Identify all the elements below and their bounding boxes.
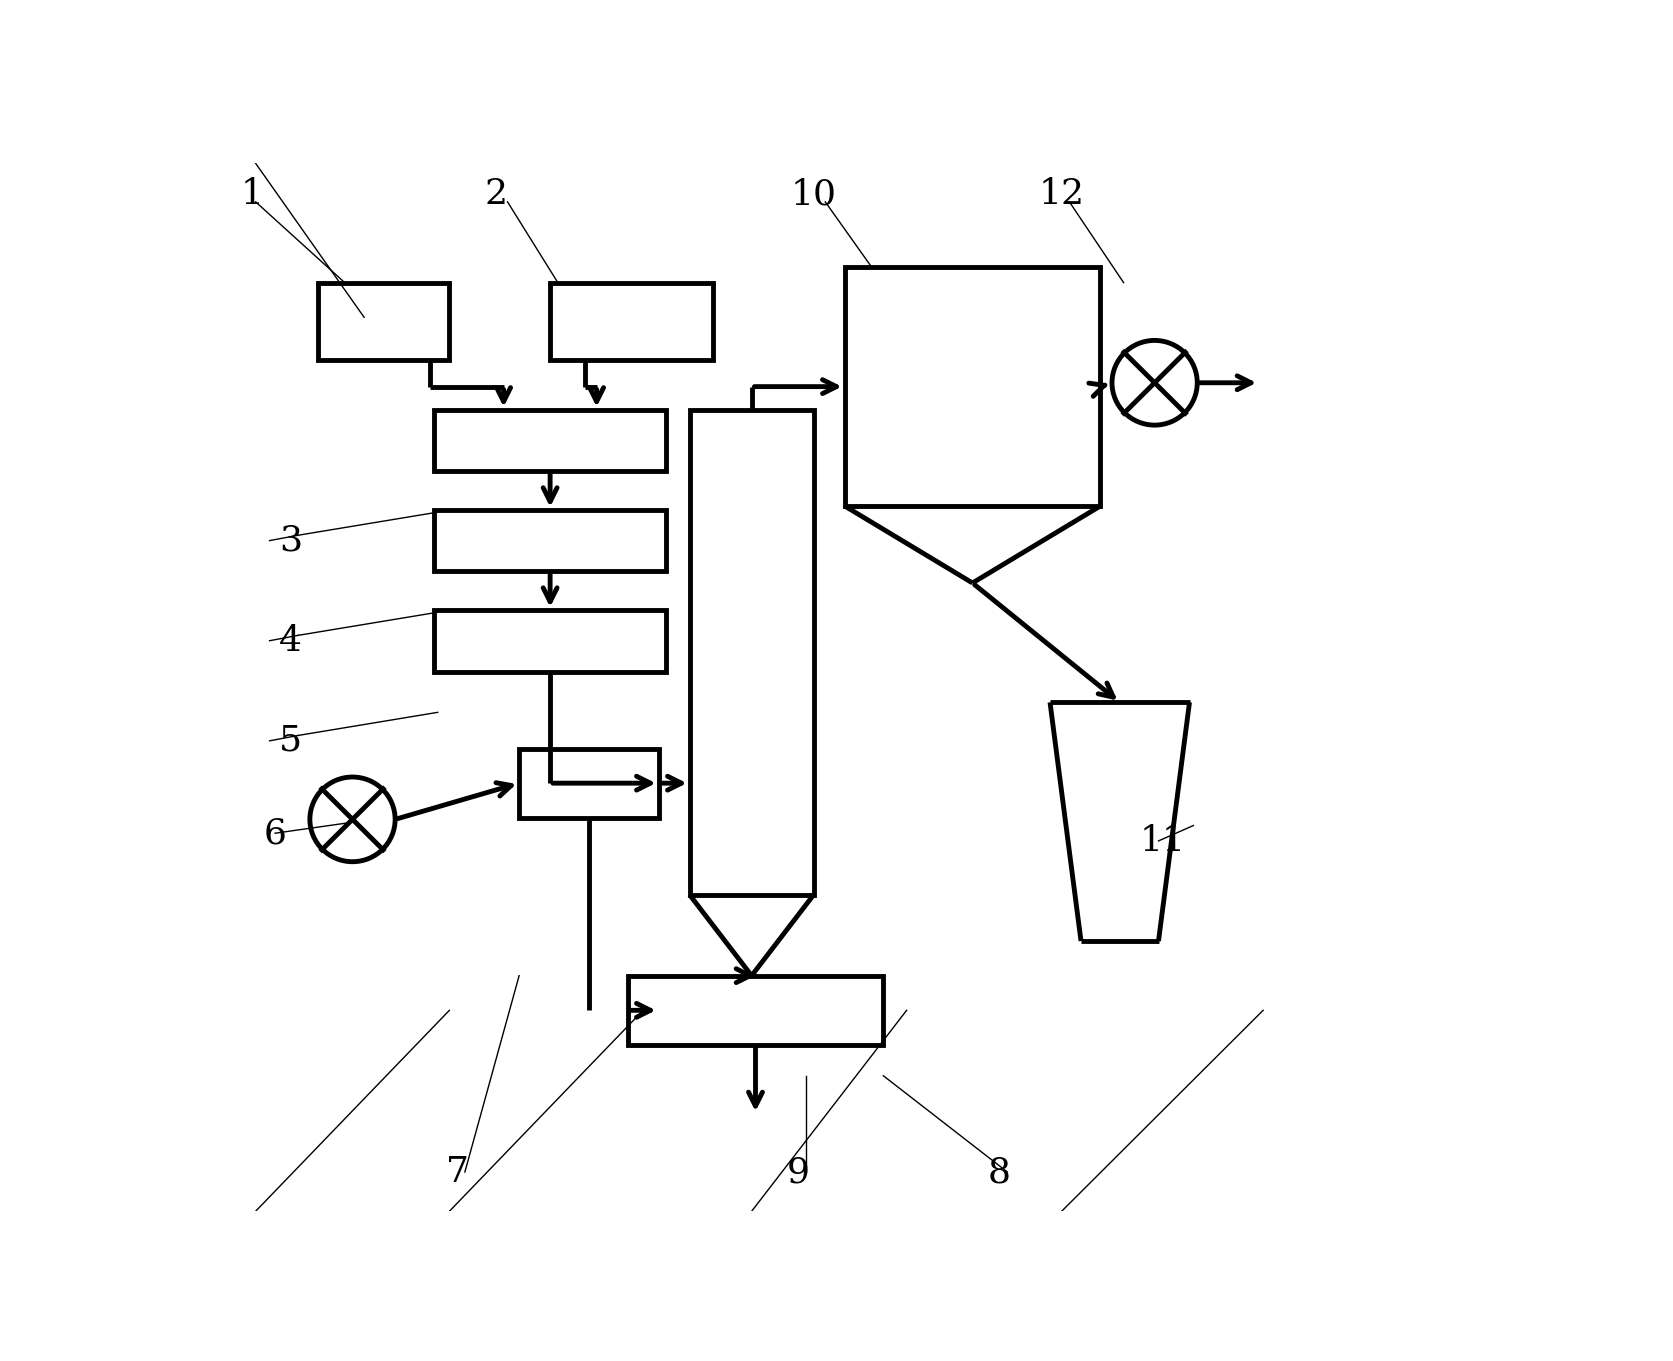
Text: 3: 3 <box>279 524 303 558</box>
Text: 12: 12 <box>1039 177 1084 211</box>
Text: 8: 8 <box>989 1155 1010 1190</box>
Bar <box>689 410 813 894</box>
Text: 11: 11 <box>1139 823 1186 857</box>
Text: 7: 7 <box>445 1155 468 1190</box>
Bar <box>519 749 659 818</box>
Bar <box>433 610 666 671</box>
Text: 2: 2 <box>485 177 507 211</box>
Text: 1: 1 <box>241 177 263 211</box>
Text: 4: 4 <box>279 623 303 657</box>
Bar <box>550 283 713 359</box>
Bar <box>318 283 450 359</box>
Bar <box>627 976 883 1045</box>
Bar <box>845 267 1101 506</box>
Bar <box>433 510 666 572</box>
Text: 5: 5 <box>279 724 303 758</box>
Bar <box>433 410 666 471</box>
Text: 10: 10 <box>791 177 836 211</box>
Text: 6: 6 <box>264 817 286 851</box>
Text: 9: 9 <box>786 1155 810 1190</box>
